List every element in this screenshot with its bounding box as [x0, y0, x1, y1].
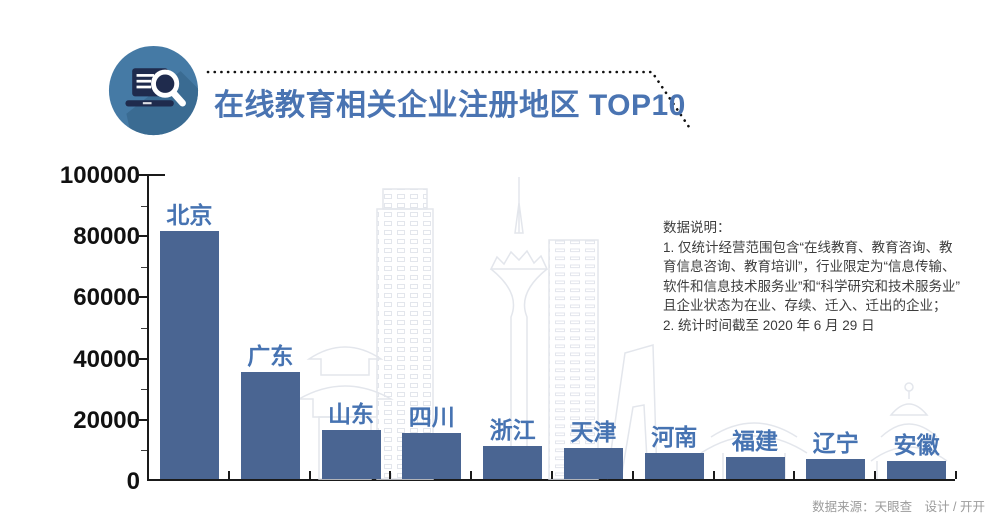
- bar-河南: [644, 453, 704, 479]
- laptop-magnifier-icon: [108, 45, 199, 136]
- data-notes-heading: 数据说明：: [663, 220, 731, 235]
- y-axis-labels: 0 20000 40000 60000 80000 100000: [30, 164, 140, 494]
- laptop-search-icon: [107, 44, 200, 137]
- y-axis-tick: [136, 418, 147, 421]
- bar-福建: [725, 457, 785, 479]
- bar-label-安徽: 安徽: [893, 432, 940, 459]
- y-axis-label: 20000: [73, 406, 140, 434]
- y-axis-label: 60000: [73, 284, 140, 312]
- y-axis-label: 80000: [73, 223, 140, 251]
- source-credit: 数据来源：天眼查 设计 / 开开: [812, 500, 985, 514]
- x-axis-tick: [470, 471, 473, 479]
- data-note-line: 育信息咨询、教育培训”，行业限定为“信息传输、: [663, 259, 956, 274]
- bar-山东: [321, 430, 381, 479]
- bar-label-辽宁: 辽宁: [812, 430, 859, 457]
- y-axis-tick: [136, 235, 147, 238]
- dotted-divider-line: [206, 70, 691, 129]
- y-axis-minor-tick: [141, 328, 147, 329]
- bar-label-河南: 河南: [651, 424, 698, 450]
- y-axis-minor-tick: [141, 205, 147, 207]
- bar-广东: [240, 371, 300, 479]
- bar-浙江: [483, 446, 543, 479]
- x-axis-tick: [874, 471, 877, 479]
- x-axis-tick: [389, 471, 392, 479]
- y-axis-label: 0: [126, 468, 140, 495]
- bar-label-北京: 北京: [166, 202, 213, 229]
- x-axis-tick: [227, 471, 230, 479]
- x-axis-tick: [631, 471, 634, 479]
- data-notes-body: 1. 仅统计经营范围包含“在线教育、教育咨询、教 育信息咨询、教育培训”，行业限定…: [663, 238, 985, 336]
- x-axis-tick: [551, 471, 553, 479]
- y-axis-minor-tick: [141, 450, 147, 452]
- bar-label-浙江: 浙江: [489, 417, 536, 444]
- bar-label-天津: 天津: [570, 419, 617, 446]
- bar-安徽: [887, 461, 947, 479]
- y-axis-label: 100000: [59, 162, 140, 189]
- x-axis-tick: [308, 471, 311, 479]
- data-note-line: 1. 仅统计经营范围包含“在线教育、教育咨询、教: [663, 239, 953, 255]
- data-note-line: 软件和信息技术服务业”和“科学研究和技术服务业”: [663, 278, 960, 294]
- x-axis-tick: [793, 471, 796, 479]
- y-axis-tick: [136, 296, 147, 299]
- city-skyline-illustration: [296, 177, 948, 480]
- bar-chart-plot: 北京广东山东 四川 浙江 天津 河南 福建 辽宁 安徽: [136, 174, 957, 481]
- bar-label-福建: 福建: [731, 428, 778, 455]
- data-note-line: 且企业状态为在业、存续、迁入、迁出的企业；: [663, 298, 947, 313]
- y-axis-minor-tick: [141, 266, 147, 268]
- bar-天津: [563, 448, 623, 479]
- bar-label-广东: 广东: [247, 342, 294, 369]
- x-axis-tick: [955, 471, 957, 479]
- bar-四川: [402, 433, 462, 479]
- y-axis-tick: [136, 174, 147, 176]
- y-axis-label: 40000: [73, 345, 140, 373]
- data-note-line: 2. 统计时间截至 2020 年 6 月 29 日: [663, 317, 875, 333]
- y-axis-top-tick: [147, 174, 165, 176]
- page-title: 在线教育相关企业注册地区 TOP10: [214, 89, 686, 122]
- bar-辽宁: [806, 459, 866, 479]
- bar-北京: [159, 231, 219, 479]
- data-notes: 数据说明： 1. 仅统计经营范围包含“在线教育、教育咨询、教 育信息咨询、教育培训…: [663, 218, 985, 335]
- bar-label-四川: 四川: [408, 404, 455, 431]
- y-axis-tick: [136, 357, 147, 360]
- bar-label-山东: 山东: [327, 401, 374, 428]
- y-axis-minor-tick: [141, 389, 147, 391]
- x-axis-tick: [712, 471, 715, 479]
